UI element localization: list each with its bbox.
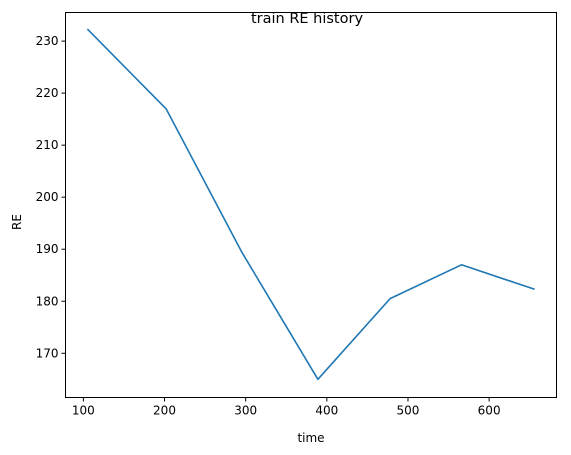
y-tick-label: 210 — [36, 138, 59, 152]
x-axis-label: time — [297, 431, 324, 445]
x-tick-label: 100 — [72, 404, 95, 418]
y-tick-label: 190 — [36, 242, 59, 256]
y-axis-label: RE — [10, 214, 24, 230]
x-tick-label: 500 — [397, 404, 420, 418]
x-tick-label: 600 — [478, 404, 501, 418]
chart-title: train RE history — [251, 11, 363, 27]
x-tick-label: 200 — [153, 404, 176, 418]
x-tick-label: 300 — [234, 404, 257, 418]
x-axis: 100 200 300 400 500 600 — [72, 397, 501, 418]
y-tick-label: 230 — [36, 34, 59, 48]
series-line — [86, 28, 535, 381]
y-tick-label: 180 — [36, 294, 59, 308]
y-axis: 170 180 190 200 210 220 230 — [36, 34, 66, 360]
y-tick-label: 200 — [36, 190, 59, 204]
y-tick-label: 220 — [36, 86, 59, 100]
plot-frame — [65, 12, 557, 398]
plot-area — [86, 28, 535, 381]
x-tick-label: 400 — [315, 404, 338, 418]
y-tick-label: 170 — [36, 346, 59, 360]
